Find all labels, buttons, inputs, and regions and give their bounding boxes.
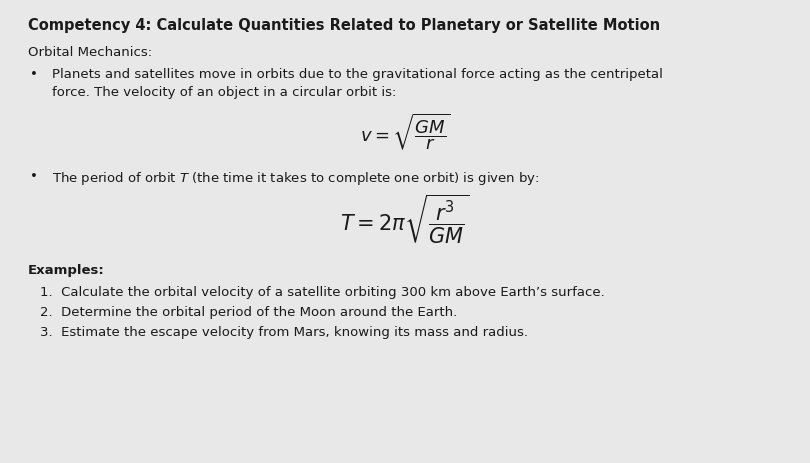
Text: Planets and satellites move in orbits due to the gravitational force acting as t: Planets and satellites move in orbits du… xyxy=(52,68,663,99)
Text: Competency 4: Calculate Quantities Related to Planetary or Satellite Motion: Competency 4: Calculate Quantities Relat… xyxy=(28,18,660,33)
Text: •: • xyxy=(30,170,38,183)
Text: 3.  Estimate the escape velocity from Mars, knowing its mass and radius.: 3. Estimate the escape velocity from Mar… xyxy=(40,326,528,339)
Text: 2.  Determine the orbital period of the Moon around the Earth.: 2. Determine the orbital period of the M… xyxy=(40,306,458,319)
Text: Examples:: Examples: xyxy=(28,264,104,277)
Text: Orbital Mechanics:: Orbital Mechanics: xyxy=(28,46,152,59)
Text: $v = \sqrt{\dfrac{GM}{r}}$: $v = \sqrt{\dfrac{GM}{r}}$ xyxy=(360,112,450,152)
Text: The period of orbit $T$ (the time it takes to complete one orbit) is given by:: The period of orbit $T$ (the time it tak… xyxy=(52,170,539,187)
Text: 1.  Calculate the orbital velocity of a satellite orbiting 300 km above Earth’s : 1. Calculate the orbital velocity of a s… xyxy=(40,286,605,299)
Text: $T = 2\pi\sqrt{\dfrac{r^3}{GM}}$: $T = 2\pi\sqrt{\dfrac{r^3}{GM}}$ xyxy=(340,192,470,245)
Text: •: • xyxy=(30,68,38,81)
